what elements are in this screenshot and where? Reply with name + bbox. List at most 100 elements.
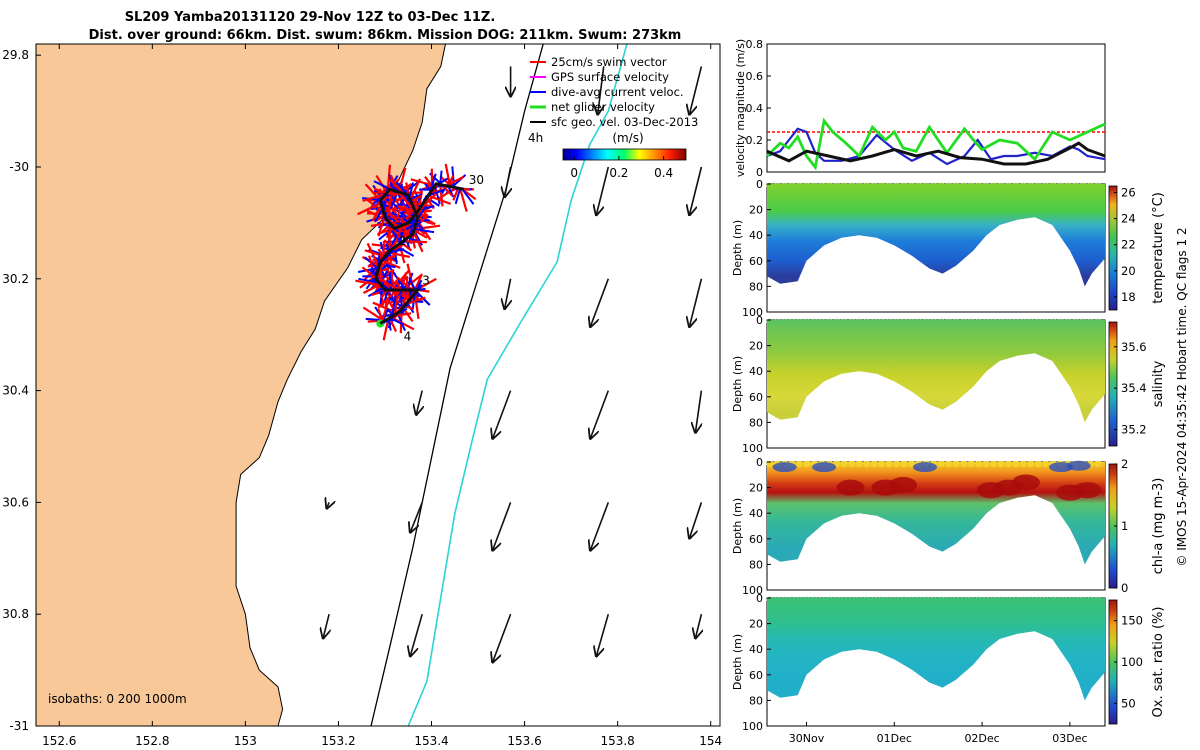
title-line-1: SL209 Yamba20131120 29-Nov 12Z to 03-Dec… xyxy=(125,10,496,25)
colorbar-tick-label: 35.4 xyxy=(1121,381,1147,395)
isobath-1000m xyxy=(407,44,628,726)
swim-vector xyxy=(381,259,401,269)
time-tick-label: 02Dec xyxy=(964,732,999,745)
surface-vector xyxy=(689,166,703,215)
surface-sample xyxy=(788,182,796,190)
track-label: 4 xyxy=(404,329,412,343)
swim-vector xyxy=(409,178,421,201)
surface-sample xyxy=(997,460,1005,468)
surface-sample xyxy=(1057,596,1064,604)
swim-vector xyxy=(402,240,427,244)
colorbar-tick-label: 150 xyxy=(1121,614,1143,628)
surface-sample xyxy=(885,182,893,190)
depth-tick-label: 80 xyxy=(749,558,763,571)
surface-sample xyxy=(975,460,982,468)
surface-sample xyxy=(1042,318,1049,326)
surface-sample xyxy=(893,318,900,326)
surface-sample xyxy=(908,182,915,190)
surface-sample xyxy=(848,318,855,326)
swim-vector xyxy=(362,193,386,202)
surface-sample xyxy=(1012,596,1020,604)
surface-sample xyxy=(826,596,833,604)
surface-sample xyxy=(803,182,811,190)
surface-vector xyxy=(695,390,701,433)
surface-sample xyxy=(1020,318,1027,326)
surface-vector xyxy=(323,614,329,638)
surface-sample xyxy=(938,318,945,326)
surface-sample xyxy=(908,460,915,468)
velocity-y-tick-label: 0.8 xyxy=(746,38,764,51)
velocity-y-ticks: 0 0.2 0.4 0.6 0.8 xyxy=(746,38,771,179)
map-y-tick-label: -30 xyxy=(9,160,29,174)
surface-sample xyxy=(1027,318,1035,326)
surface-sample xyxy=(1087,182,1094,190)
map-legend: 25cm/s swim vector GPS surface velocity … xyxy=(528,55,698,145)
legend-gps: GPS surface velocity xyxy=(551,70,669,84)
speed-colorbar: (m/s) 0 0.2 0.4 xyxy=(562,131,687,180)
swim-vector xyxy=(396,276,413,291)
surface-sample xyxy=(1005,182,1012,190)
colorbar-tick-label: 1 xyxy=(1121,519,1128,533)
colorbar-tick-label: 35.2 xyxy=(1121,422,1147,436)
isobaths-label: isobaths: 0 200 1000m xyxy=(48,692,187,706)
surface-sample xyxy=(930,182,937,190)
legend-net: net glider velocity xyxy=(551,100,655,114)
depth-tick-label: 60 xyxy=(749,533,763,546)
swim-vector xyxy=(400,241,413,252)
surface-sample xyxy=(781,318,788,326)
surface-sample xyxy=(833,182,840,190)
surface-sample xyxy=(953,318,960,326)
map-frame xyxy=(35,43,721,727)
depth-axis-label: Depth (m) xyxy=(731,634,744,690)
colorbar-tick-label: 0 xyxy=(1121,581,1128,595)
map-x-tick-label: 153.6 xyxy=(507,734,541,748)
surface-sample xyxy=(1027,460,1035,468)
section-colorbar xyxy=(1108,321,1118,447)
surface-sample xyxy=(945,596,952,604)
surface-sample xyxy=(1079,318,1087,326)
surface-sample xyxy=(878,596,885,604)
surface-sample xyxy=(1064,596,1072,604)
surface-sample xyxy=(811,182,818,190)
surface-sample xyxy=(885,596,893,604)
dive-avg-vector xyxy=(374,208,384,223)
depth-tick-label: 80 xyxy=(749,416,763,429)
map-x-tick-label: 153.8 xyxy=(600,734,634,748)
surface-sample xyxy=(1050,596,1057,604)
surface-sample xyxy=(841,460,848,468)
surface-vector xyxy=(493,502,512,550)
surface-sample xyxy=(841,182,848,190)
depth-tick-label: 0 xyxy=(756,456,763,469)
dive-avg-vector xyxy=(409,193,423,201)
surface-vector xyxy=(689,66,703,114)
swim-vector xyxy=(459,188,468,212)
depth-tick-label: 80 xyxy=(749,280,763,293)
surface-vector xyxy=(410,613,423,656)
swim-vector xyxy=(405,296,426,306)
surface-sample xyxy=(1094,596,1102,604)
surface-vector xyxy=(689,278,703,327)
surface-sample xyxy=(945,182,952,190)
depth-tick-label: 40 xyxy=(749,229,763,242)
dive-avg-vector xyxy=(427,188,446,197)
surface-vector xyxy=(598,66,604,114)
surface-sample xyxy=(818,596,826,604)
surface-sample xyxy=(1072,182,1079,190)
section-panel-chl: 0 20 40 60 80 100 Depth (m) 0 1 2 chl-a (mg m-3) xyxy=(731,456,1166,597)
surface-sample xyxy=(953,460,960,468)
surface-sample xyxy=(1027,596,1035,604)
depth-tick-label: 20 xyxy=(749,204,763,217)
surface-sample xyxy=(841,596,848,604)
surface-sample xyxy=(990,596,997,604)
isobath-200m xyxy=(370,44,544,726)
surface-sample xyxy=(870,596,878,604)
map-x-tick-label: 153.4 xyxy=(414,734,448,748)
time-tick-label: 30Nov xyxy=(789,732,825,745)
colorbar-title: (m/s) xyxy=(612,131,643,145)
surface-sample xyxy=(1064,318,1072,326)
section-colorbar xyxy=(1108,185,1118,311)
surface-sample xyxy=(1042,596,1049,604)
velocity-panel: 0 0.2 0.4 0.6 0.8 velocity magnitude (m/s) xyxy=(734,38,1106,179)
surface-sample xyxy=(900,182,908,190)
map-x-tick-label: 154 xyxy=(699,734,722,748)
